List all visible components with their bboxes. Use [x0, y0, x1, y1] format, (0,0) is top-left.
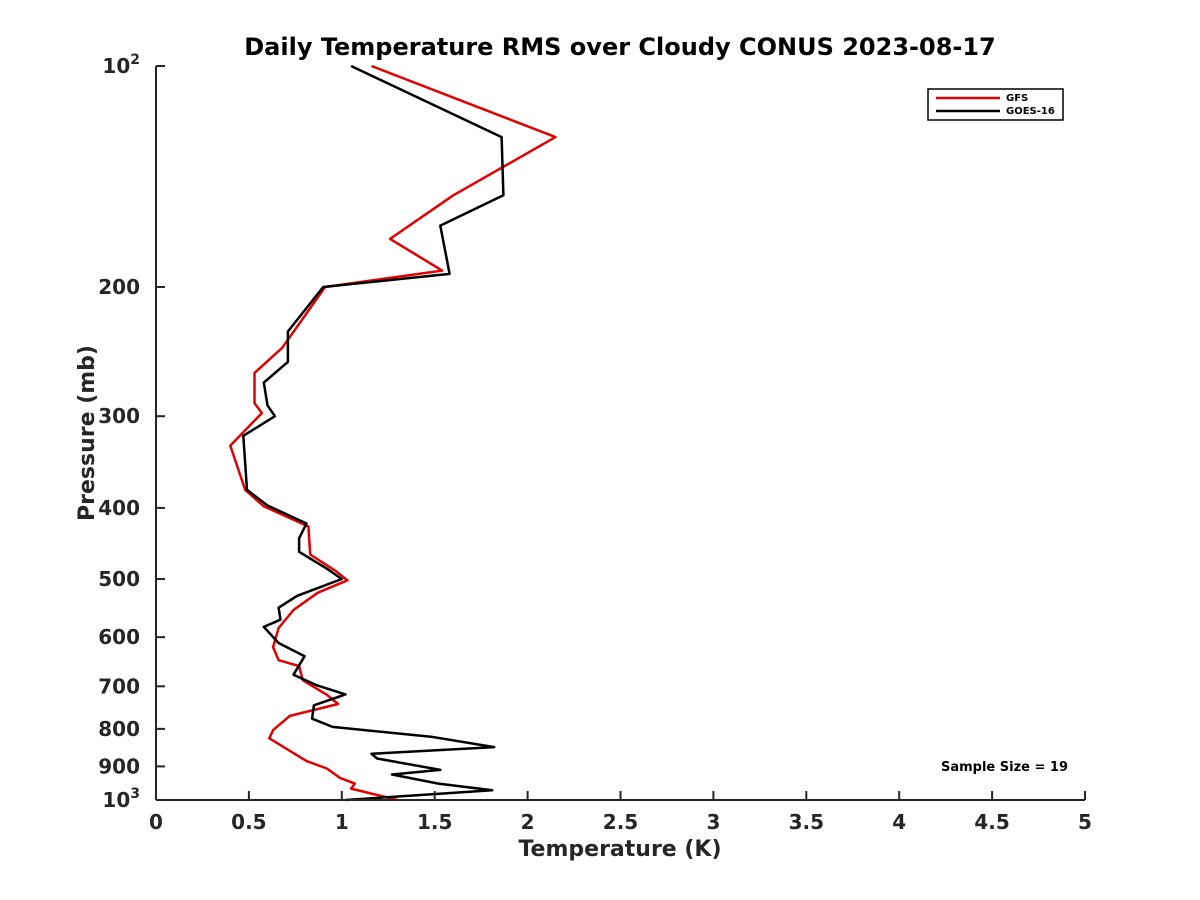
- x-axis-label: Temperature (K): [518, 837, 721, 862]
- sample-size-annotation: Sample Size = 19: [941, 760, 1068, 775]
- y-tick-label: 400: [98, 496, 140, 520]
- x-tick-label: 4.5: [974, 810, 1009, 834]
- chart-title: Daily Temperature RMS over Cloudy CONUS …: [244, 33, 996, 61]
- tick-layer: 0 0.5 1 1.5 2 2.5 3 3.5 4 4.5 5 102 200 300 400 500 600 7…: [98, 52, 1092, 834]
- y-tick-label: 600: [98, 625, 140, 649]
- x-tick-label: 0.5: [231, 810, 266, 834]
- y-tick-label: 200: [98, 275, 140, 299]
- x-tick-label: 3.5: [789, 810, 824, 834]
- y-tick-label: 300: [98, 404, 140, 428]
- x-tick-label: 3: [706, 810, 720, 834]
- x-tick-label: 5: [1078, 810, 1092, 834]
- x-tick-label: 1.5: [417, 810, 452, 834]
- legend-label-gfs: GFS: [1006, 93, 1028, 104]
- y-tick-label: 700: [98, 674, 140, 698]
- x-tick-label: 0: [149, 810, 163, 834]
- legend-label-goes-16: GOES-16: [1006, 106, 1055, 117]
- x-tick-label: 2: [521, 810, 535, 834]
- x-tick-label: 2.5: [603, 810, 638, 834]
- legend: GFS GOES-16: [927, 88, 1064, 121]
- y-tick-label: 500: [98, 567, 140, 591]
- y-axis-label: Pressure (mb): [75, 345, 100, 521]
- series-line-goes-16: [242, 64, 505, 802]
- series-line-gfs: [229, 64, 557, 802]
- y-tick-label: 103: [102, 786, 140, 812]
- legend-box: [927, 88, 1064, 121]
- x-tick-label: 4: [892, 810, 906, 834]
- y-tick-label: 900: [98, 754, 140, 778]
- series-layer: [229, 64, 557, 802]
- y-tick-label: 102: [102, 52, 140, 78]
- x-tick-label: 1: [335, 810, 349, 834]
- y-tick-label: 800: [98, 717, 140, 741]
